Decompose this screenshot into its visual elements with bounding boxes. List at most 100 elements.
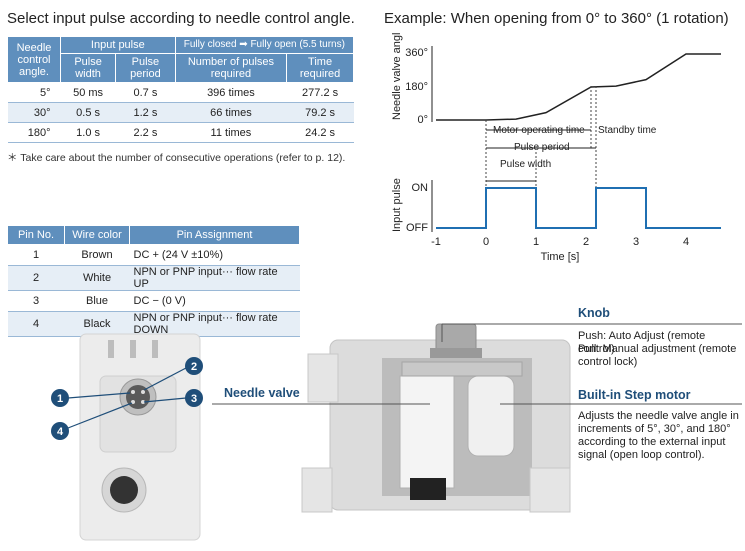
cell-assign: DC − (0 V): [129, 290, 300, 312]
cell-number: 11 times: [175, 122, 287, 143]
callout-leader: [143, 397, 187, 403]
pulse-tick-on: ON: [412, 182, 429, 194]
outlet-fitting: [529, 467, 571, 513]
pin-table: Pin No. Wire color Pin Assignment 1 Brow…: [7, 225, 300, 337]
cutaway-leaders: [212, 323, 742, 405]
knob-push-desc: Push: Auto Adjust (remote control): [578, 330, 706, 355]
vent-slot: [152, 340, 158, 358]
x-tick: 3: [633, 236, 639, 248]
motor-desc: Adjusts the needle valve angle in increm…: [578, 410, 739, 461]
angle-tick-180: 180°: [405, 81, 428, 93]
callout-leader: [67, 392, 131, 399]
cell-number: 66 times: [175, 102, 287, 123]
pulse-period-label: Pulse period: [514, 142, 570, 153]
cell-pin: 1: [7, 244, 65, 266]
cell-pin: 4: [7, 311, 65, 337]
x-tick: 0: [483, 236, 489, 248]
vent-slot: [130, 340, 136, 358]
callout-3: [185, 389, 203, 407]
cell-width: 0.5 s: [60, 102, 116, 123]
cell-period: 2.2 s: [115, 122, 176, 143]
cell-width: 1.0 s: [60, 122, 116, 143]
x-tick: 1: [533, 236, 539, 248]
col-number-pulses: Number of pulses required: [174, 53, 288, 83]
table-row: 2 White NPN or PNP input··· flow rate UP: [7, 265, 300, 291]
callout-1: [51, 389, 69, 407]
valve-seat: [410, 478, 446, 500]
standby-label: Standby time: [598, 125, 657, 136]
cell-time: 277.2 s: [286, 82, 354, 103]
knob-collar: [430, 348, 482, 358]
cell-assign: NPN or PNP input··· flow rate DOWN: [129, 311, 300, 337]
table-note: ＊ Take care about the number of consecut…: [7, 152, 346, 164]
gear-train: [401, 361, 523, 377]
cell-wire: White: [64, 265, 130, 291]
x-tick: 4: [683, 236, 689, 248]
x-tick: -1: [431, 236, 441, 248]
motor-title: Built-in Step motor: [578, 388, 691, 402]
tube-fitting: [307, 353, 339, 403]
pulse-series-line: [436, 187, 721, 229]
x-axis-label: Time [s]: [541, 251, 580, 263]
table-row: 5° 50 ms 0.7 s 396 times 277.2 s: [7, 82, 354, 103]
table-row: 180° 1.0 s 2.2 s 11 times 24.2 s: [7, 122, 354, 143]
callout-1-label: 1: [57, 393, 63, 405]
col-angle: Needle control angle.: [7, 36, 61, 83]
callout-4: [51, 422, 69, 440]
cell-number: 396 times: [175, 82, 287, 103]
pulse-ylabel: Input pulse: [391, 178, 403, 232]
needle-valve: [399, 375, 455, 489]
cell-width: 50 ms: [60, 82, 116, 103]
callout-leader: [67, 402, 133, 429]
col-assign: Pin Assignment: [129, 225, 300, 245]
cell-period: 1.2 s: [115, 102, 176, 123]
group-fully-open: Fully closed ➡ Fully open (5.5 turns): [174, 36, 355, 54]
pin-hole: [141, 400, 145, 404]
cell-assign: NPN or PNP input··· flow rate UP: [129, 265, 300, 291]
knob-pull-desc: Pull: Manual adjustment (remote control …: [578, 343, 737, 368]
connector-illustration: 1 2 3 4: [51, 333, 203, 541]
cutaway-illustration: [301, 323, 571, 513]
cell-pin: 2: [7, 265, 65, 291]
angle-series-line: [436, 53, 721, 121]
cell-time: 79.2 s: [286, 102, 354, 123]
right-heading: Example: When opening from 0° to 360° (1…: [384, 10, 729, 27]
cell-period: 0.7 s: [115, 82, 176, 103]
cell-angle: 180°: [7, 122, 61, 143]
pulse-table: Needle control angle. Input pulse Fully …: [7, 36, 355, 143]
callout-3-label: 3: [191, 393, 197, 405]
x-tick: 2: [583, 236, 589, 248]
left-heading: Select input pulse according to needle c…: [7, 10, 355, 27]
angle-tick-360: 360°: [405, 47, 428, 59]
cell-wire: Brown: [64, 244, 130, 266]
cell-angle: 5°: [7, 82, 61, 103]
timing-chart: Needle valve angle 360° 180° 0° Motor op…: [391, 32, 721, 263]
callout-leader: [143, 367, 187, 391]
table-row: 4 Black NPN or PNP input··· flow rate DO…: [7, 311, 300, 337]
inlet-fitting: [301, 467, 333, 513]
table-row: 30° 0.5 s 1.2 s 66 times 79.2 s: [7, 102, 354, 123]
pin-hole: [131, 390, 135, 394]
pin-hole: [141, 390, 145, 394]
angle-ylabel: Needle valve angle: [391, 32, 403, 120]
vent-slot: [108, 340, 114, 358]
cell-pin: 3: [7, 290, 65, 312]
pulse-tick-off: OFF: [406, 222, 428, 234]
col-wire: Wire color: [64, 225, 130, 245]
port-hole: [110, 476, 138, 504]
callout-2: [185, 357, 203, 375]
table-row: 3 Blue DC − (0 V): [7, 290, 300, 312]
col-pulse-period: Pulse period: [115, 53, 176, 83]
knob-title: Knob: [578, 306, 610, 320]
motor-time-label: Motor operating time: [493, 125, 585, 136]
callout-4-label: 4: [57, 426, 64, 438]
callout-2-label: 2: [191, 361, 197, 373]
table-row: 1 Brown DC + (24 V ±10%): [7, 244, 300, 266]
needle-valve-label: Needle valve: [224, 386, 300, 400]
cell-angle: 30°: [7, 102, 61, 123]
col-time-required: Time required: [286, 53, 354, 83]
cell-wire: Blue: [64, 290, 130, 312]
pulse-width-label: Pulse width: [500, 159, 551, 170]
group-input-pulse: Input pulse: [60, 36, 176, 54]
angle-tick-0: 0°: [417, 114, 428, 126]
